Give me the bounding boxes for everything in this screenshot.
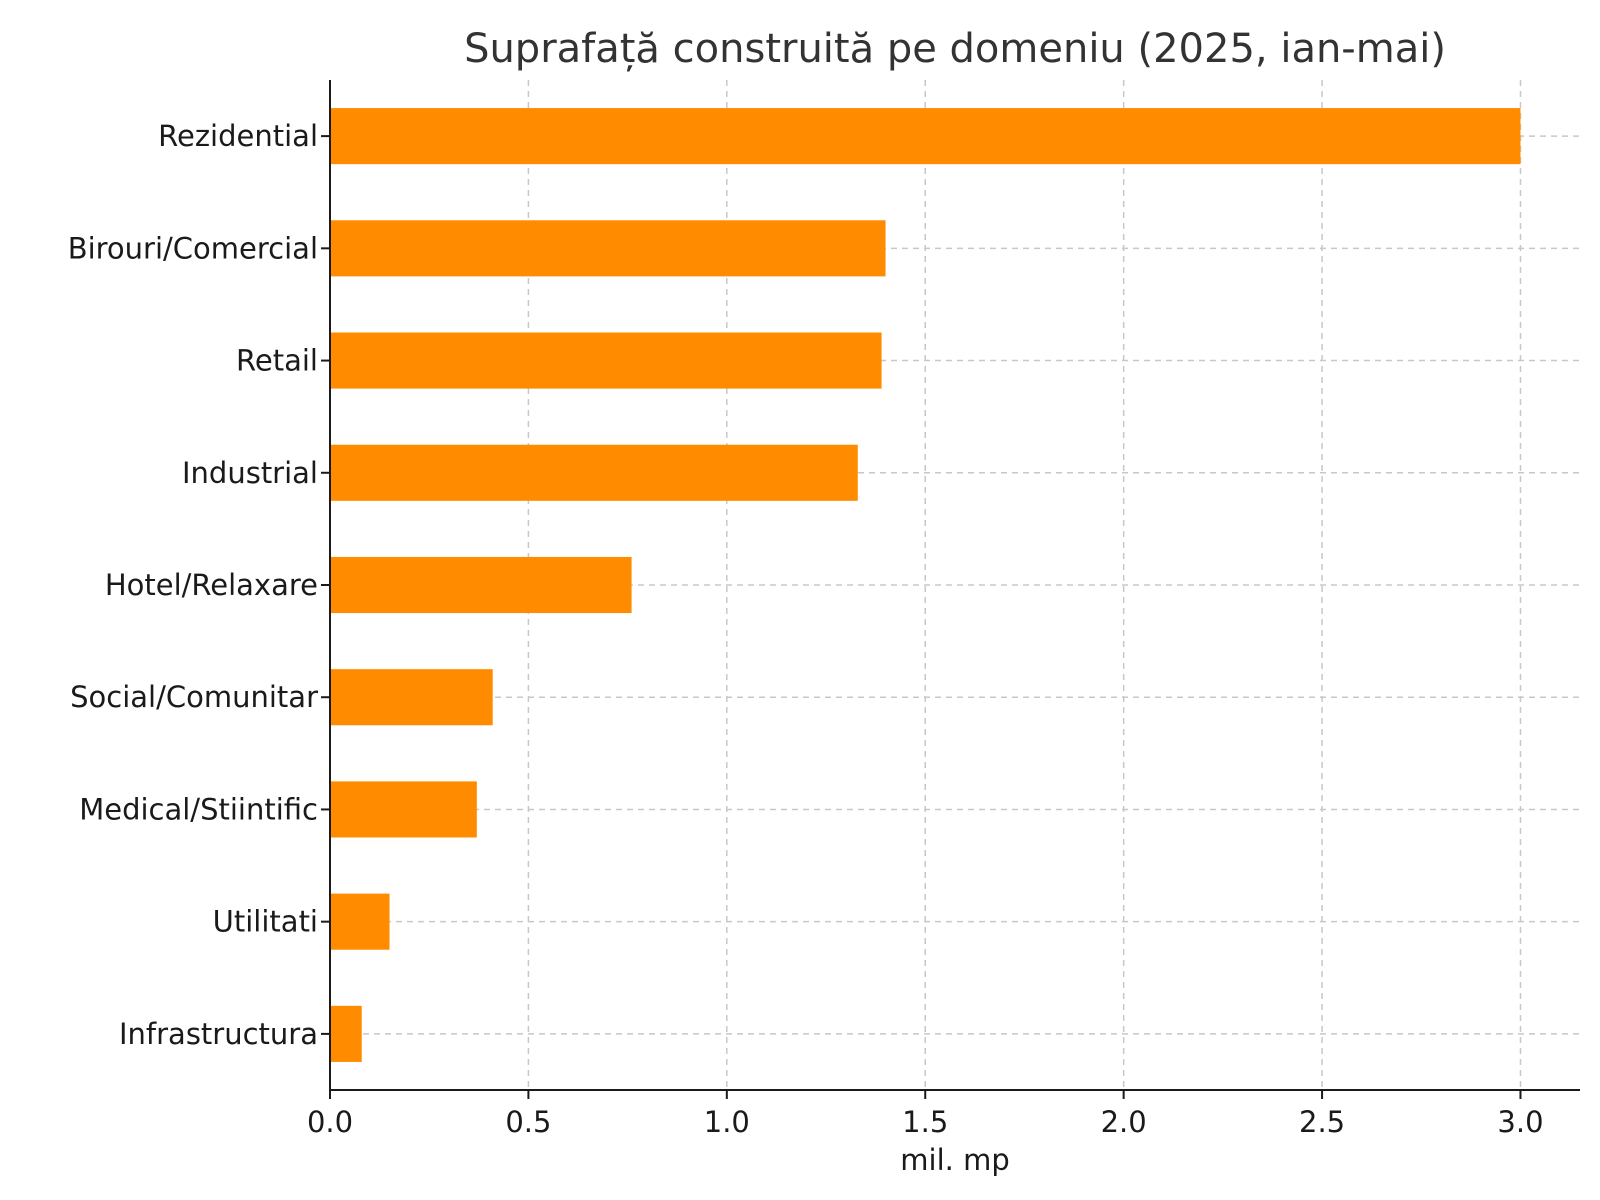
category-label: Industrial <box>182 456 318 490</box>
x-tick-label: 0.5 <box>505 1105 551 1139</box>
x-axis-label: mil. mp <box>900 1143 1009 1177</box>
bar-hotel-relaxare <box>330 556 632 614</box>
category-label: Infrastructura <box>119 1017 318 1051</box>
category-label: Hotel/Relaxare <box>105 568 318 602</box>
bar-birouri-comercial <box>330 220 886 277</box>
bars <box>330 108 1521 1062</box>
x-tick-label: 2.0 <box>1101 1105 1147 1139</box>
bar-utilitati <box>330 893 390 950</box>
bar-rezidential <box>330 108 1521 165</box>
category-label: Retail <box>236 344 318 378</box>
bar-medical-stiintific <box>330 781 477 838</box>
x-tick-label: 3.0 <box>1497 1105 1543 1139</box>
category-label: Utilitati <box>213 905 318 939</box>
category-label: Birouri/Comercial <box>68 231 318 265</box>
bar-industrial <box>330 444 858 501</box>
bar-social-comunitar <box>330 669 493 726</box>
category-label: Rezidential <box>158 119 318 153</box>
x-tick-label: 2.5 <box>1299 1105 1345 1139</box>
bar-retail <box>330 332 882 389</box>
chart-title: Suprafață construită pe domeniu (2025, i… <box>464 26 1446 72</box>
category-label: Medical/Stiintific <box>79 792 318 826</box>
x-tick-label: 1.0 <box>704 1105 750 1139</box>
category-label: Social/Comunitar <box>70 680 318 714</box>
bar-infrastructura <box>330 1005 362 1062</box>
x-tick-label: 0.0 <box>307 1105 353 1139</box>
x-tick-label: 1.5 <box>902 1105 948 1139</box>
axes: 0.0 0.5 1.0 1.5 2.0 2.5 3.0 <box>307 80 1580 1139</box>
category-labels: Rezidential Birouri/Comercial Retail Indust… <box>68 119 318 1051</box>
